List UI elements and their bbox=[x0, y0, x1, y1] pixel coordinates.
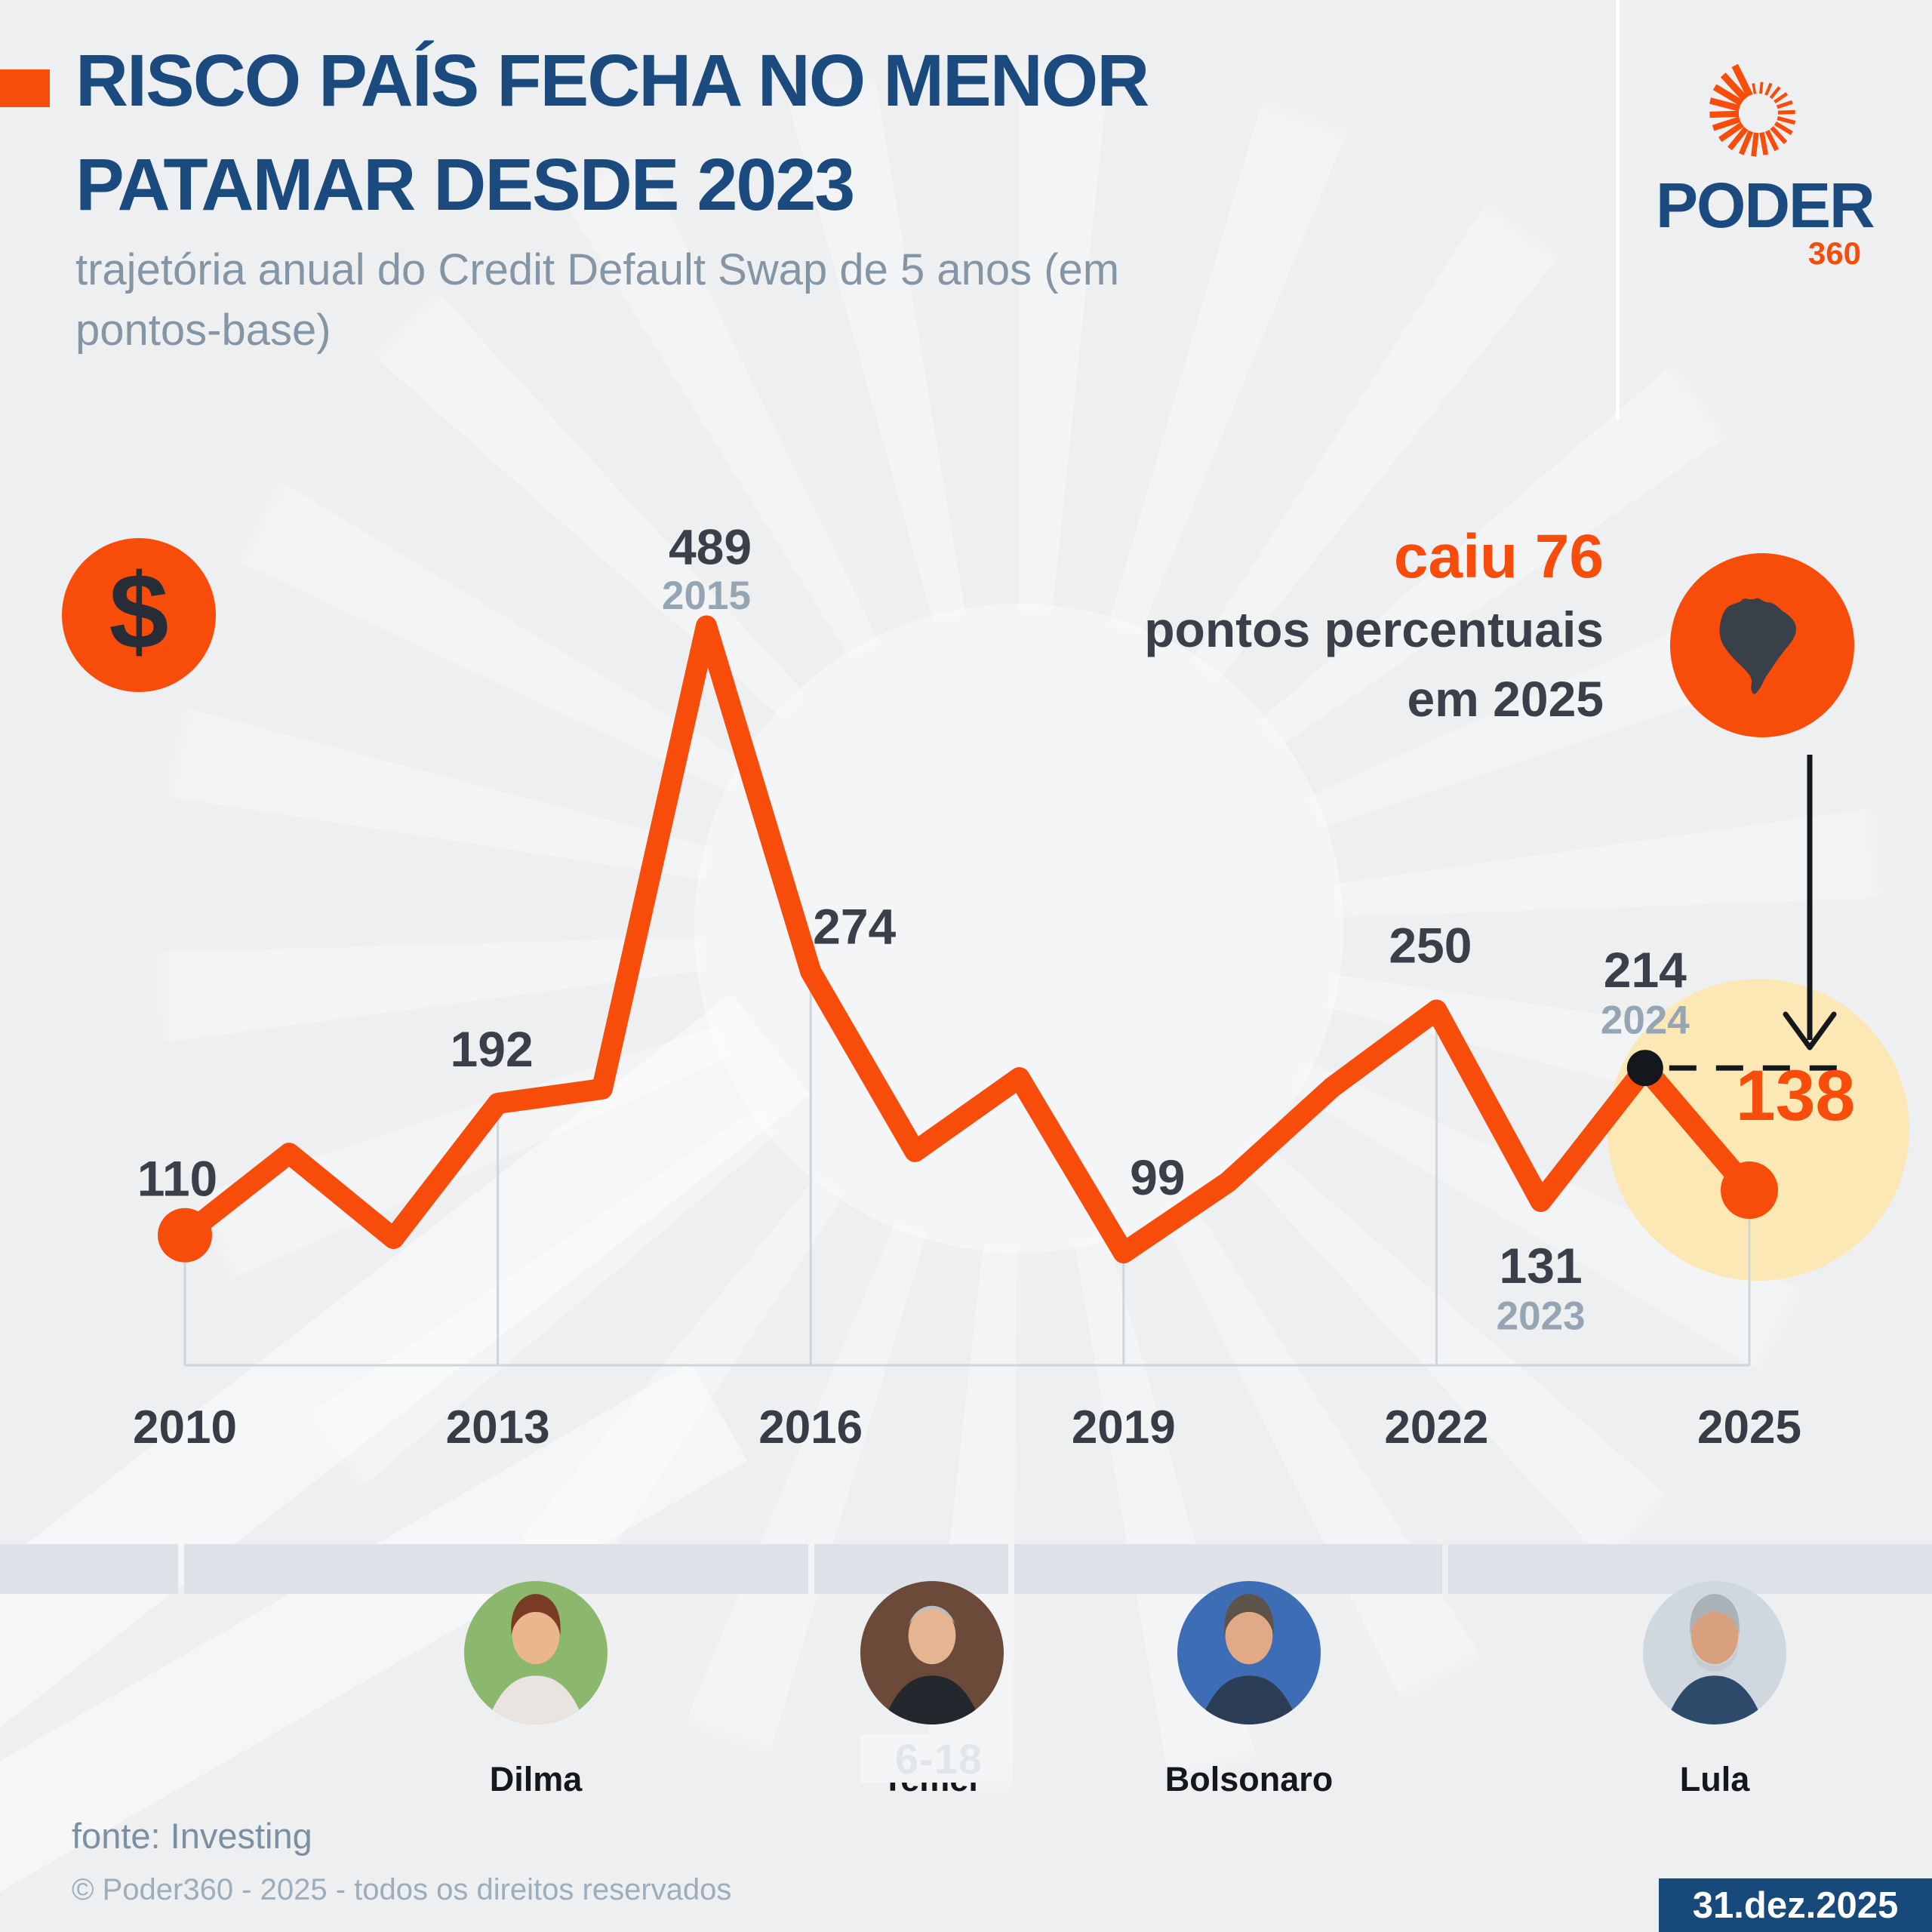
poder360-starburst-icon bbox=[1709, 63, 1796, 157]
dollar-badge: $ bbox=[62, 538, 216, 692]
value-label-2022: 250 bbox=[1389, 918, 1472, 974]
term-band-segment bbox=[0, 1544, 178, 1594]
value-label-2024: 214 bbox=[1604, 942, 1687, 998]
callout: caiu 76 pontos percentuais em 2025 bbox=[924, 519, 1604, 734]
value-label-2015: 489 bbox=[669, 518, 752, 574]
x-tick-2022: 2022 bbox=[1384, 1401, 1488, 1454]
term-band-segment bbox=[184, 1544, 808, 1594]
year-sublabel-2024: 2024 bbox=[1601, 998, 1690, 1043]
logo-word: PODER bbox=[1656, 170, 1875, 241]
highlight-circle-2025 bbox=[1607, 979, 1909, 1281]
source-note: fonte: Investing bbox=[72, 1816, 312, 1856]
page-title: RISCO PAÍS FECHA NO MENOR PATAMAR DESDE … bbox=[75, 29, 1547, 237]
temer-photo bbox=[860, 1581, 1004, 1724]
page-subtitle: trajetória anual do Credit Default Swap … bbox=[75, 245, 1120, 355]
year-sublabel-2023: 2023 bbox=[1497, 1294, 1586, 1338]
brazil-map-icon bbox=[1719, 598, 1797, 694]
callout-line2: pontos percentuais bbox=[1144, 601, 1604, 657]
copyright-note: © Poder360 - 2025 - todos os direitos re… bbox=[72, 1873, 732, 1906]
start-dot-2010 bbox=[158, 1208, 212, 1263]
value-label-2019: 99 bbox=[1130, 1149, 1185, 1205]
cds-line-series bbox=[174, 615, 1760, 1264]
callout-highlight: caiu 76 bbox=[1393, 522, 1604, 591]
title-line-1: RISCO PAÍS FECHA NO MENOR bbox=[75, 39, 1149, 122]
dollar-icon: $ bbox=[109, 552, 169, 672]
logo-number: 360 bbox=[1807, 235, 1861, 271]
callout-line3: em 2025 bbox=[1407, 671, 1604, 727]
president-name-lula: Lula bbox=[1679, 1760, 1750, 1798]
accent-square bbox=[0, 69, 50, 107]
x-tick-2013: 2013 bbox=[446, 1401, 550, 1454]
x-tick-2010: 2010 bbox=[133, 1401, 237, 1454]
value-label-2016: 274 bbox=[813, 898, 896, 954]
dilma-photo bbox=[464, 1581, 608, 1724]
poder360-logo: PODER 360 bbox=[1630, 45, 1887, 302]
sunburst-watermark bbox=[151, 60, 1887, 1796]
date-badge: 31.dez.2025 bbox=[1659, 1878, 1932, 1932]
black-dot-2024 bbox=[1626, 1050, 1663, 1087]
title-line-2: PATAMAR DESDE 2023 bbox=[75, 143, 855, 226]
bolsonaro-photo bbox=[1177, 1581, 1321, 1724]
value-label-2023: 131 bbox=[1500, 1238, 1583, 1294]
value-label-2025: 138 bbox=[1736, 1056, 1856, 1136]
x-tick-2019: 2019 bbox=[1072, 1401, 1176, 1454]
value-label-2010: 110 bbox=[137, 1151, 217, 1207]
value-label-2013: 192 bbox=[451, 1021, 534, 1077]
end-dot-2025 bbox=[1721, 1161, 1778, 1220]
watermark-artifact: 6-18 bbox=[860, 1734, 983, 1783]
year-sublabel-2015: 2015 bbox=[662, 574, 751, 618]
lula-photo bbox=[1643, 1581, 1786, 1724]
logo-divider-line bbox=[1616, 0, 1620, 420]
x-tick-2016: 2016 bbox=[758, 1401, 863, 1454]
brazil-badge bbox=[1670, 553, 1854, 737]
x-tick-2025: 2025 bbox=[1697, 1401, 1801, 1454]
president-name-dilma: Dilma bbox=[489, 1760, 583, 1798]
president-name-bolsonaro: Bolsonaro bbox=[1164, 1760, 1334, 1798]
down-arrow-head-icon bbox=[1783, 1011, 1837, 1051]
